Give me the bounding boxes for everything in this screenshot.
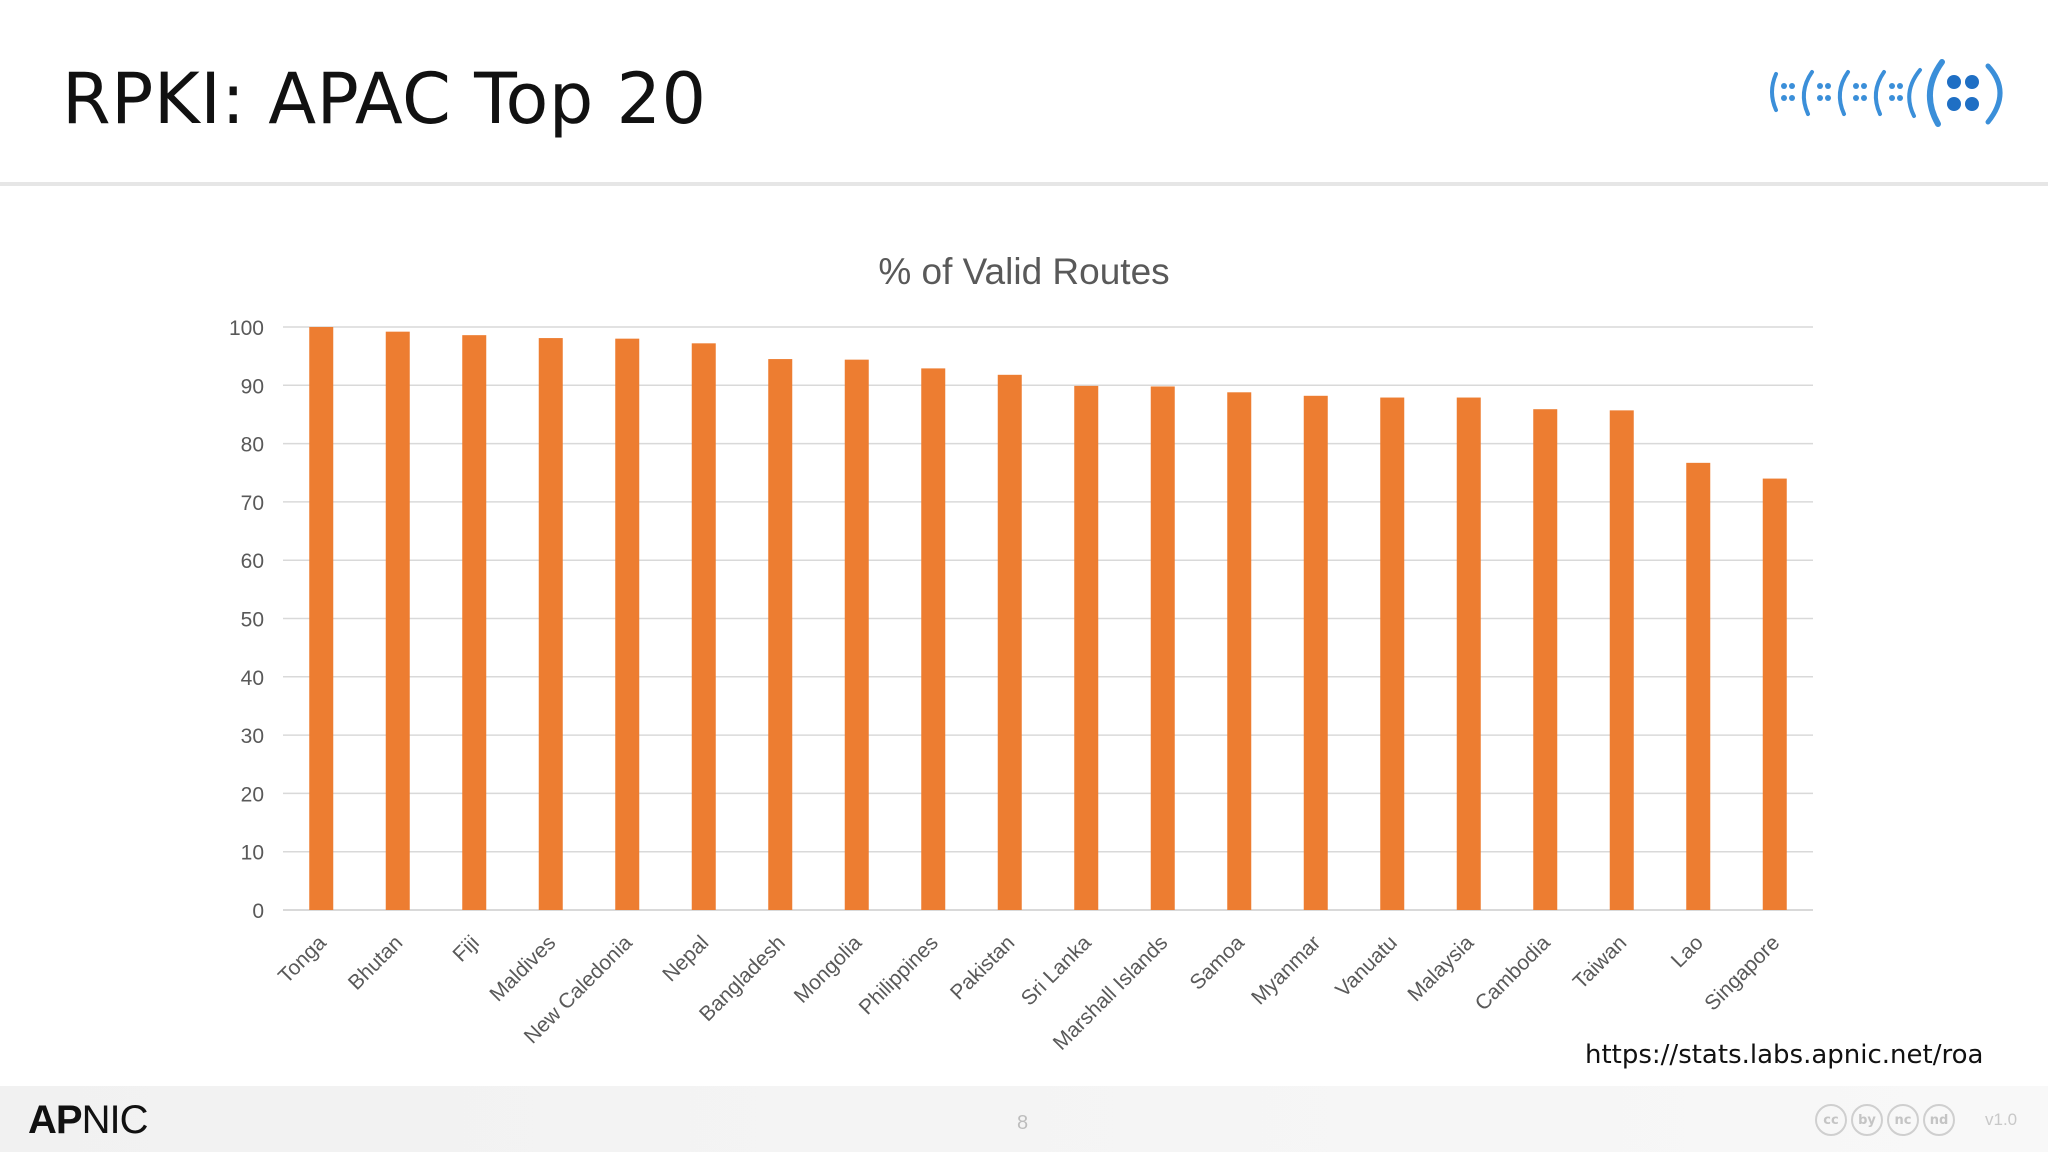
bar	[385, 331, 410, 910]
x-tick-label: Bhutan	[344, 931, 407, 994]
x-tick-label: Pakistan	[946, 931, 1019, 1004]
y-tick-label: 20	[241, 783, 264, 806]
bar	[921, 368, 946, 910]
bar	[1380, 397, 1405, 911]
bar	[309, 327, 334, 910]
bar	[1074, 385, 1099, 910]
source-url[interactable]: https://stats.labs.apnic.net/roa	[1585, 1040, 1984, 1070]
y-tick-label: 30	[241, 725, 264, 748]
bar	[1533, 409, 1558, 910]
bar	[538, 338, 563, 910]
by-icon: by	[1851, 1104, 1883, 1136]
bar	[1227, 392, 1252, 910]
bar	[615, 338, 640, 910]
gridlines	[283, 326, 1813, 911]
y-tick-label: 100	[229, 317, 264, 340]
x-tick-label: Vanuatu	[1331, 931, 1401, 1001]
cc-icon: cc	[1815, 1104, 1847, 1136]
x-tick-label: Sri Lanka	[1017, 931, 1096, 1010]
y-tick-label: 0	[252, 900, 264, 923]
x-tick-label: Nepal	[658, 931, 713, 986]
bar	[1762, 478, 1787, 910]
bar	[1150, 386, 1175, 910]
x-tick-label: Lao	[1667, 931, 1708, 972]
x-tick-label: Taiwan	[1569, 931, 1631, 993]
title-divider	[0, 182, 2048, 186]
y-tick-label: 10	[241, 842, 264, 865]
footer-bar	[0, 1086, 2048, 1152]
x-tick-label: Malaysia	[1403, 931, 1478, 1006]
x-tick-label: Philippines	[855, 931, 943, 1019]
x-tick-label: Singapore	[1700, 931, 1784, 1015]
license-icons: cc by nc nd	[1815, 1104, 1955, 1138]
chart-title: % of Valid Routes	[878, 251, 1169, 292]
x-tick-label: Tonga	[274, 931, 331, 988]
y-tick-label: 60	[241, 550, 264, 573]
bar	[1609, 410, 1634, 910]
x-tick-label: Samoa	[1185, 931, 1249, 995]
bar	[691, 343, 716, 911]
page-number: 8	[1017, 1112, 1029, 1134]
bar	[1303, 395, 1328, 910]
y-tick-label: 80	[241, 434, 264, 457]
bar-chart: % of Valid Routes 0 10 20 30 40 50 60 70 80 90 100…	[229, 251, 1813, 1055]
bar	[1686, 462, 1711, 910]
brand-rest: NIC	[81, 1098, 149, 1142]
nc-icon: nc	[1887, 1104, 1919, 1136]
version-label: v1.0	[1985, 1110, 2018, 1129]
apnic-brand: APNIC	[28, 1098, 149, 1143]
bar	[462, 335, 487, 910]
brand-strong: AP	[28, 1098, 83, 1142]
bar	[997, 374, 1022, 910]
x-tick-label: Cambodia	[1471, 931, 1555, 1015]
y-tick-label: 40	[241, 667, 264, 690]
logo	[1762, 52, 2007, 132]
x-tick-label: Mongolia	[790, 931, 867, 1008]
bar	[1456, 397, 1481, 911]
ipv6-logo-icon	[1770, 59, 2003, 127]
bar	[844, 359, 869, 910]
x-tick-label: Maldives	[485, 931, 560, 1006]
nd-icon: nd	[1923, 1104, 1955, 1136]
y-tick-label: 90	[241, 375, 264, 398]
slide-title: RPKI: APAC Top 20	[62, 58, 707, 140]
bar	[768, 359, 793, 910]
y-tick-label: 50	[241, 609, 264, 632]
bars	[309, 327, 1787, 911]
y-tick-label: 70	[241, 492, 264, 515]
x-tick-label: Fiji	[449, 931, 484, 966]
x-tick-label: Myanmar	[1247, 931, 1325, 1009]
y-axis-ticks: 0 10 20 30 40 50 60 70 80 90 100	[229, 317, 264, 923]
